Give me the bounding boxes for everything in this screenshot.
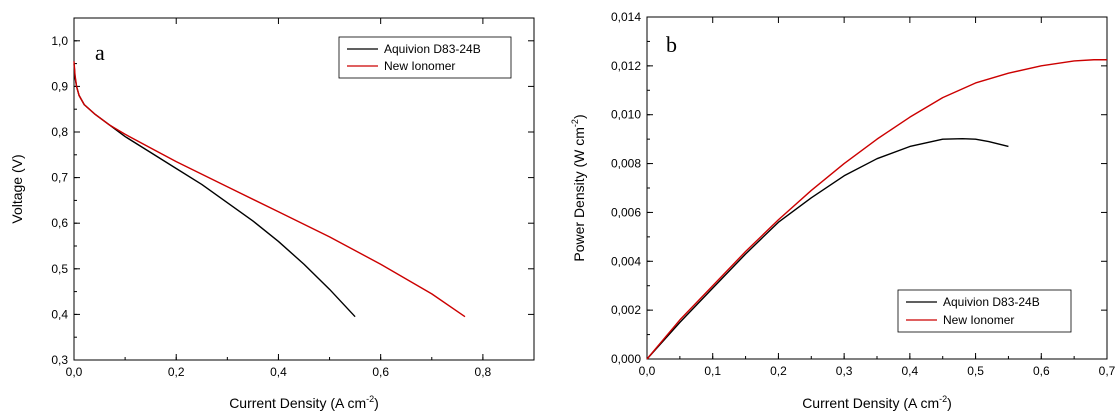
y-tick-label: 0,010 [611,108,641,122]
series-line-new-ionomer [73,61,466,318]
y-tick-label: 0,006 [611,205,641,219]
y-tick-label: 0,8 [51,125,68,139]
legend: Aquivion D83-24B New Ionomer [338,36,512,79]
panel-label: a [95,40,105,65]
x-tick-label: 0,2 [770,364,787,378]
legend-box [338,36,512,79]
y-tick-label: 0,000 [611,352,641,366]
x-tick-label: 0,5 [967,364,984,378]
series-line-new-ionomer [646,59,1107,360]
y-tick-label: 0,012 [611,59,641,73]
chart-panel-a: 0,0 0,2 0,4 0,6 0,8 0,3 0,4 0,5 0,6 0,7 0,8 0,9 1,0… [9,17,535,411]
x-tick-label: 0,2 [168,365,185,379]
x-axis-label: Current Density (A cm-2) [802,394,952,411]
x-tick-label: 0,3 [836,364,853,378]
plot-frame [73,17,535,361]
x-axis-label: Current Density (A cm-2) [229,394,379,411]
y-tick-label: 0,008 [611,157,641,171]
x-tick-label: 0,6 [1033,364,1050,378]
x-tick-label: 0,8 [475,365,492,379]
series-line-aquivion-d83-24b [646,137,1009,360]
y-tick-label: 0,3 [51,353,68,367]
x-tick-label: 0,6 [372,365,389,379]
y-tick-label: 1,0 [51,34,68,48]
x-axis: 0,0 0,1 0,2 0,3 0,4 0,5 0,6 0,7 [639,17,1116,378]
y-tick-label: 0,014 [611,10,641,24]
x-tick-label: 0,4 [902,364,919,378]
x-tick-label: 0,4 [270,365,287,379]
y-axis-label: Power Density (W cm-2) [570,114,587,261]
x-tick-label: 0,7 [1099,364,1116,378]
x-tick-label: 0,0 [66,365,83,379]
legend-label-new-ionomer: New Ionomer [384,59,455,73]
x-tick-label: 0,0 [639,364,656,378]
y-tick-label: 0,4 [51,307,68,321]
y-axis: 0,3 0,4 0,5 0,6 0,7 0,8 0,9 1,0 [51,34,534,367]
y-axis-label: Voltage (V) [9,154,25,223]
legend-box [897,289,1072,333]
legend-label-new-ionomer: New Ionomer [943,313,1014,327]
y-axis: 0,000 0,002 0,004 0,006 0,008 0,010 0,012 0,014 [611,10,1107,366]
y-tick-label: 0,002 [611,303,641,317]
chart-panel-b: 0,0 0,1 0,2 0,3 0,4 0,5 0,6 0,7 0,000 0,002 0,004… [570,10,1116,411]
x-axis: 0,0 0,2 0,4 0,6 0,8 [66,18,492,379]
y-tick-label: 0,9 [51,79,68,93]
legend: Aquivion D83-24B New Ionomer [897,289,1072,333]
x-tick-label: 0,1 [704,364,721,378]
panel-label: b [666,32,677,57]
series-line-aquivion-d83-24b [73,63,356,318]
y-tick-label: 0,7 [51,171,68,185]
y-tick-label: 0,5 [51,262,68,276]
y-tick-label: 0,004 [611,254,641,268]
legend-label-aquivion: Aquivion D83-24B [384,42,481,56]
y-tick-label: 0,6 [51,216,68,230]
legend-label-aquivion: Aquivion D83-24B [943,295,1040,309]
